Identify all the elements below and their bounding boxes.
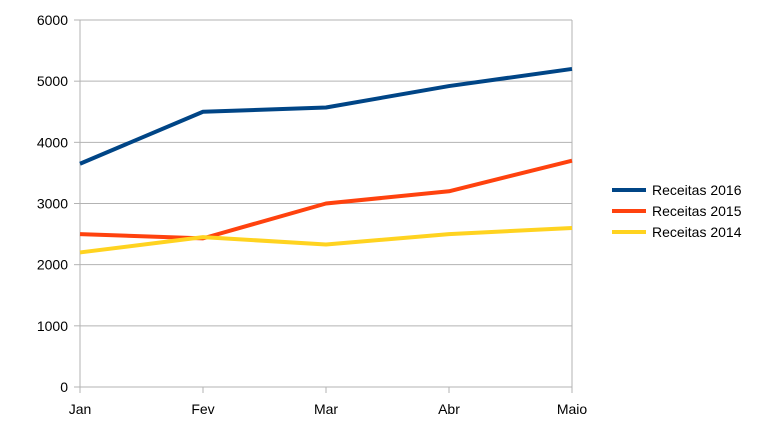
x-tick-label: Abr [438,401,460,417]
y-tick-label: 0 [60,379,68,395]
series-line-receitas-2016 [80,69,572,164]
legend-label: Receitas 2016 [652,182,742,198]
x-tick-label: Maio [557,401,588,417]
y-tick-label: 2000 [37,257,68,273]
series-line-receitas-2015 [80,161,572,239]
x-tick-label: Jan [69,401,92,417]
series-lines [80,69,572,253]
legend-item: Receitas 2016 [612,182,742,198]
y-tick-label: 3000 [37,196,68,212]
y-tick-label: 4000 [37,134,68,150]
x-tick-label: Fev [191,401,214,417]
legend-label: Receitas 2015 [652,203,742,219]
legend: Receitas 2016 Receitas 2015 Receitas 2014 [612,182,742,240]
series-line-receitas-2014 [80,228,572,252]
y-tick-label: 6000 [37,12,68,28]
y-tick-label: 1000 [37,318,68,334]
x-tick-label: Mar [314,401,338,417]
legend-item: Receitas 2015 [612,203,742,219]
axes: 0 1000 2000 3000 4000 5000 6000 Jan Fev Mar Abr Mai… [37,12,588,417]
legend-label: Receitas 2014 [652,224,742,240]
y-tick-label: 5000 [37,73,68,89]
legend-item: Receitas 2014 [612,224,742,240]
